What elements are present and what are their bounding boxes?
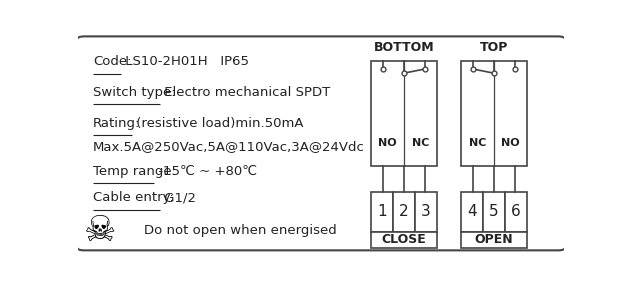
Text: 6: 6	[511, 204, 520, 219]
Bar	[371, 232, 437, 248]
Text: 2: 2	[399, 204, 409, 219]
Bar	[461, 232, 527, 248]
Text: Code:: Code:	[93, 55, 132, 68]
Text: NC: NC	[412, 138, 429, 148]
Bar	[505, 192, 527, 232]
Text: Switch type:: Switch type:	[93, 86, 176, 99]
Bar	[483, 192, 505, 232]
Text: Do not open when energised: Do not open when energised	[144, 224, 337, 237]
Bar	[371, 192, 393, 232]
Text: Rating:: Rating:	[93, 117, 140, 130]
Text: ☠: ☠	[84, 214, 117, 248]
Text: BOTTOM: BOTTOM	[374, 41, 435, 54]
Text: 5: 5	[489, 204, 498, 219]
Text: Electro mechanical SPDT: Electro mechanical SPDT	[160, 86, 330, 99]
Text: 1: 1	[377, 204, 387, 219]
Text: NO: NO	[501, 138, 520, 148]
Bar	[371, 60, 437, 166]
Text: G1/2: G1/2	[160, 191, 196, 204]
Bar	[461, 192, 483, 232]
Bar	[393, 192, 415, 232]
Text: 4: 4	[467, 204, 477, 219]
Text: NC: NC	[469, 138, 486, 148]
FancyBboxPatch shape	[77, 36, 566, 250]
Text: 3: 3	[421, 204, 431, 219]
Text: Temp range:: Temp range:	[93, 165, 176, 178]
Text: -15℃ ~ +80℃: -15℃ ~ +80℃	[154, 165, 258, 178]
Text: TOP: TOP	[480, 41, 508, 54]
Text: Cable entry:: Cable entry:	[93, 191, 174, 204]
Text: LS10-2H01H   IP65: LS10-2H01H IP65	[121, 55, 249, 68]
Bar	[461, 60, 527, 166]
Text: OPEN: OPEN	[475, 233, 513, 247]
Text: NO: NO	[378, 138, 397, 148]
Bar	[415, 192, 437, 232]
Text: CLOSE: CLOSE	[382, 233, 426, 247]
Text: (resistive load)min.50mA: (resistive load)min.50mA	[132, 117, 303, 130]
Text: Max.5A@250Vac,5A@110Vac,3A@24Vdc: Max.5A@250Vac,5A@110Vac,3A@24Vdc	[93, 140, 365, 153]
